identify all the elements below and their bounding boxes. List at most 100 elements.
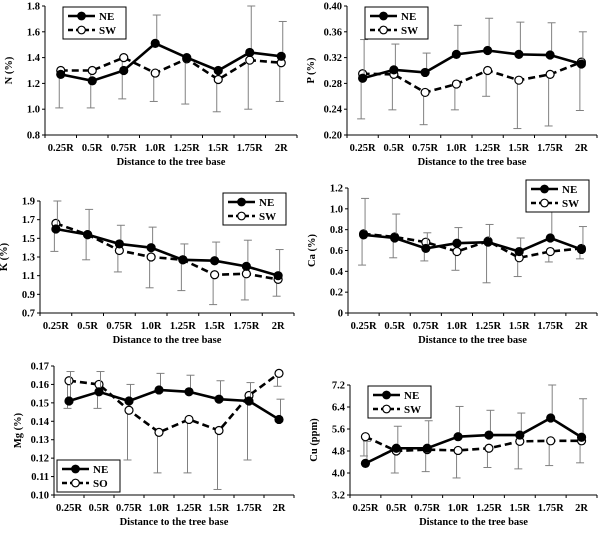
y-tick-label: 0.28: [324, 79, 342, 90]
data-point-ne: [56, 69, 66, 79]
y-tick-label: 0.8: [330, 225, 343, 236]
x-tick-label: 1.0R: [446, 143, 467, 154]
y-tick-label: 1.6: [27, 27, 40, 38]
y-tick-label: 0.24: [324, 105, 343, 116]
x-tick-label: 1.25R: [476, 503, 502, 514]
x-tick-label: 0.25R: [350, 143, 376, 154]
legend-marker-sw: [382, 404, 391, 414]
data-point-ne: [483, 237, 493, 247]
data-point-ne: [358, 230, 369, 240]
legend-marker-ne: [540, 184, 549, 194]
y-tick-label: 0.40: [324, 2, 342, 13]
legend-label-ne: NE: [259, 197, 274, 209]
x-axis-title: Distance to the tree base: [418, 157, 527, 168]
y-tick-label: 7.2: [332, 381, 345, 392]
legend-box: [364, 6, 429, 40]
y-tick-label: 1.1: [22, 271, 35, 282]
series-line-sw: [60, 56, 282, 82]
legend-box: [367, 385, 432, 419]
y-tick-label: 1.3: [22, 253, 35, 264]
legend-label-sw: SW: [404, 404, 421, 416]
x-tick-label: 1.5R: [208, 143, 229, 154]
x-axis-title: Distance to the tree base: [120, 517, 229, 528]
y-tick-label: 0.15: [31, 398, 49, 409]
x-axis-title: Distance to the tree base: [419, 517, 528, 528]
data-point-ne: [184, 387, 194, 397]
legend: NE SW: [62, 6, 127, 40]
data-point-sw: [360, 432, 371, 442]
y-tick-label: 0.13: [31, 435, 49, 446]
x-tick-label: 2R: [575, 143, 588, 154]
x-tick-label: 0.5R: [384, 321, 405, 332]
data-point-ne: [124, 396, 134, 406]
data-point-sw: [545, 246, 555, 257]
x-axis-title: Distance to the tree base: [418, 335, 527, 346]
legend-box: [56, 459, 121, 493]
x-tick-label: 1.25R: [475, 321, 501, 332]
series-line-sw: [363, 232, 582, 260]
legend-marker-sw: [77, 25, 86, 35]
x-tick-label: 1.5R: [509, 503, 530, 514]
x-tick-label: 1.5R: [209, 503, 230, 514]
x-tick-label: 1.25R: [176, 503, 202, 514]
data-point-sw: [546, 436, 556, 446]
data-point-sw: [146, 252, 156, 262]
x-tick-label: 0.75R: [106, 321, 132, 332]
x-tick-label: 1.0R: [141, 321, 162, 332]
data-point-ne: [576, 244, 587, 255]
y-tick-label: 0.14: [31, 417, 50, 428]
y-tick-label: 0.11: [31, 472, 49, 483]
data-point-ne: [483, 45, 493, 56]
data-point-ne: [146, 243, 156, 253]
x-tick-label: 0.75R: [116, 503, 142, 514]
legend-label-ne: NE: [404, 390, 419, 402]
data-point-sw: [241, 269, 251, 279]
x-tick-label: 1.75R: [237, 143, 263, 154]
legend-label-sw: SW: [401, 25, 418, 37]
x-tick-label: 0.75R: [413, 321, 439, 332]
legend-marker-sw: [237, 211, 246, 221]
legend: NE SW: [364, 6, 429, 40]
data-point-ne: [94, 387, 104, 397]
data-point-ne: [51, 224, 61, 234]
legend-label-ne: NE: [562, 184, 577, 196]
y-tick-label: 0.32: [324, 53, 342, 64]
data-point-so: [124, 405, 134, 415]
data-point-ne: [178, 255, 188, 265]
data-point-sw: [484, 443, 494, 453]
legend: NE SW: [525, 179, 590, 213]
x-tick-label: 1.0R: [149, 503, 170, 514]
data-point-ne: [515, 430, 525, 440]
x-tick-label: 1.25R: [174, 143, 200, 154]
data-point-ne: [576, 432, 587, 442]
data-point-ne: [214, 394, 224, 404]
data-point-ne: [114, 239, 124, 249]
series-line-ne: [55, 227, 279, 277]
legend-marker-ne: [382, 390, 391, 400]
y-tick-label: 0.6: [330, 246, 343, 257]
series-line-sw: [364, 435, 582, 453]
legend: NE SW: [367, 385, 432, 419]
y-axis-title: Mg (%): [13, 412, 24, 448]
y-tick-label: 1.2: [330, 184, 343, 195]
y-axis-title: Ca (%): [307, 234, 318, 267]
legend-marker-ne: [71, 464, 80, 474]
legend-marker-sw: [379, 25, 388, 35]
data-point-ne: [245, 47, 255, 58]
x-tick-label: 0.25R: [352, 503, 378, 514]
data-point-sw: [420, 87, 430, 98]
series-line-ne: [60, 41, 282, 83]
y-tick-label: 0.12: [31, 454, 49, 465]
y-tick-label: 0.36: [324, 27, 342, 38]
x-tick-label: 0.75R: [412, 143, 438, 154]
x-tick-label: 0.25R: [48, 143, 74, 154]
chart-panel-n: 0.8 1.0 1.2 1.4 1.6 1.8 0.25R 0.5R 0.75R 1.0R 1.25…: [4, 2, 298, 168]
data-point-so: [274, 368, 284, 378]
x-tick-label: 1.75R: [538, 503, 564, 514]
data-point-ne: [545, 50, 555, 60]
data-point-ne: [241, 261, 251, 271]
y-tick-label: 0.10: [31, 491, 49, 502]
x-tick-label: 1.0R: [447, 321, 468, 332]
chart-panel-mg: 0.10 0.11 0.12 0.13 0.14 0.15 0.16 0.17 0.25R 0.5…: [13, 362, 295, 528]
chart-panel-ca: 0 0.2 0.4 0.6 0.8 1.0 1.2 0.25R 0.5R 0.75R 1.0R 1.2…: [307, 179, 598, 346]
